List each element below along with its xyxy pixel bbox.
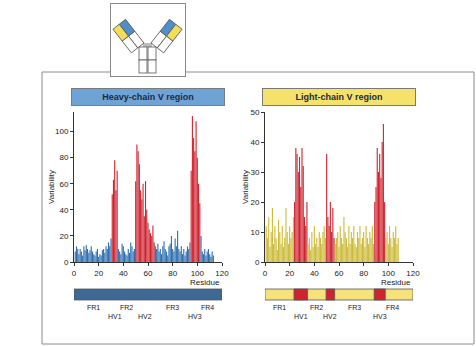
svg-text:100: 100: [382, 269, 396, 278]
svg-text:HV2: HV2: [323, 313, 337, 320]
svg-text:FR4: FR4: [386, 304, 399, 311]
svg-text:60: 60: [59, 180, 68, 189]
svg-text:Light-chain V region: Light-chain V region: [296, 92, 383, 102]
svg-text:0: 0: [72, 269, 77, 278]
svg-text:40: 40: [310, 269, 319, 278]
svg-text:20: 20: [285, 269, 294, 278]
svg-text:Residue: Residue: [381, 278, 411, 287]
svg-text:60: 60: [144, 269, 153, 278]
svg-text:60: 60: [335, 269, 344, 278]
svg-text:120: 120: [215, 269, 229, 278]
svg-text:120: 120: [406, 269, 420, 278]
svg-text:20: 20: [94, 269, 103, 278]
svg-text:100: 100: [55, 127, 69, 136]
svg-text:HV3: HV3: [188, 313, 202, 320]
svg-text:Variability: Variability: [47, 170, 56, 204]
svg-text:0: 0: [64, 258, 69, 267]
svg-text:Heavy-chain V region: Heavy-chain V region: [102, 92, 194, 102]
svg-text:40: 40: [250, 138, 259, 147]
svg-text:FR3: FR3: [166, 304, 179, 311]
svg-text:80: 80: [168, 269, 177, 278]
svg-text:HV2: HV2: [138, 313, 152, 320]
svg-text:20: 20: [250, 198, 259, 207]
svg-text:FR2: FR2: [310, 304, 323, 311]
svg-text:FR2: FR2: [120, 304, 133, 311]
svg-text:50: 50: [250, 108, 259, 117]
svg-text:20: 20: [59, 232, 68, 241]
svg-text:100: 100: [191, 269, 205, 278]
svg-text:Variability: Variability: [241, 170, 250, 204]
svg-text:0: 0: [255, 258, 260, 267]
svg-text:FR1: FR1: [273, 304, 286, 311]
svg-text:10: 10: [250, 228, 259, 237]
svg-text:FR3: FR3: [348, 304, 361, 311]
svg-text:HV3: HV3: [373, 313, 387, 320]
svg-text:40: 40: [119, 269, 128, 278]
svg-text:HV1: HV1: [108, 313, 122, 320]
svg-text:40: 40: [59, 206, 68, 215]
svg-text:80: 80: [359, 269, 368, 278]
svg-text:FR4: FR4: [201, 304, 214, 311]
svg-text:30: 30: [250, 168, 259, 177]
svg-text:HV1: HV1: [294, 313, 308, 320]
svg-text:Residue: Residue: [190, 278, 220, 287]
svg-text:80: 80: [59, 153, 68, 162]
svg-text:0: 0: [263, 269, 268, 278]
svg-text:FR1: FR1: [87, 304, 100, 311]
